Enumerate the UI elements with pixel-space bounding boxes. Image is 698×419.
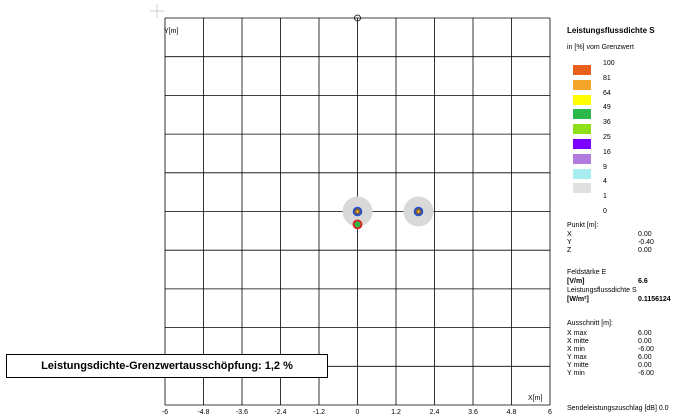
- legend-level-label: 81: [603, 74, 611, 82]
- legend-swatch: [573, 153, 591, 164]
- value-row-value: 0.00: [638, 231, 652, 238]
- value-row-label: Y min: [567, 370, 585, 377]
- value-row: Y mitte 0.00: [567, 362, 652, 370]
- legend-swatch: [573, 183, 591, 194]
- antenna-center: [356, 210, 359, 213]
- legend-title: Leistungsflussdichte S: [567, 26, 655, 35]
- value-row: Y -0.40: [567, 239, 654, 247]
- value-row-value: 6.00: [638, 330, 652, 337]
- value-row-label: X: [567, 231, 572, 238]
- x-tick-label: 4.8: [507, 409, 517, 416]
- value-row-value: -6.00: [638, 370, 654, 377]
- legend-swatch: [573, 109, 591, 120]
- value-row-label: Y max: [567, 354, 587, 361]
- field-strength-unit: [V/m]: [567, 278, 585, 285]
- x-tick-label: -3.6: [236, 409, 248, 416]
- legend-swatch: [573, 124, 591, 135]
- value-row: X min -6.00: [567, 346, 654, 354]
- value-row-label: X mitte: [567, 338, 589, 345]
- value-row: X mitte 0.00: [567, 338, 652, 346]
- selected-point-marker[interactable]: [352, 219, 363, 230]
- antenna-center: [417, 210, 420, 213]
- x-tick-label: 1.2: [391, 409, 401, 416]
- top-axis-marker: [354, 14, 361, 22]
- legend-subtitle: in [%] vom Grenzwert: [567, 44, 634, 51]
- legend-level-label: 49: [603, 104, 611, 112]
- field-strength-value: 6.6: [638, 278, 648, 285]
- value-row-label: Z: [567, 247, 572, 254]
- x-tick-label: -2.4: [274, 409, 286, 416]
- value-row-label: X max: [567, 330, 587, 337]
- field-strength-label: Feldstärke E: [567, 269, 607, 276]
- legend-level-label: 25: [603, 134, 611, 141]
- value-row-value: -0.40: [638, 239, 654, 246]
- x-tick-label: 2.4: [430, 409, 440, 416]
- value-row: X max 6.00: [567, 330, 652, 338]
- x-axis-label: X[m]: [528, 395, 542, 402]
- legend-swatch: [573, 139, 591, 149]
- x-tick-label: -1.2: [313, 409, 325, 416]
- legend-swatch: [573, 94, 591, 105]
- value-row-value: 0.00: [638, 338, 652, 345]
- power-density-value: 0.1156124: [638, 296, 671, 303]
- legend-swatch: [573, 79, 591, 90]
- value-row: Z 0.00: [567, 247, 652, 255]
- value-row: Y min -6.00: [567, 370, 654, 378]
- value-row-value: 0.00: [638, 362, 652, 369]
- field-strength-row: [V/m] 6.6: [567, 278, 648, 286]
- value-row-value: -6.00: [638, 346, 654, 353]
- crosshair-cursor-icon: [150, 4, 164, 18]
- x-tick-label: 6: [548, 409, 552, 416]
- value-row: X 0.00: [567, 231, 652, 239]
- plot-grid: [164, 17, 551, 406]
- legend-swatch: [573, 65, 591, 75]
- x-tick-labels: -6 -4.8 -3.6 -2.4 -1.2 0 1.2 2.4 3.6 4.8 6: [162, 409, 552, 416]
- result-banner: Leistungsdichte-Grenzwertausschöpfung: 1…: [6, 354, 328, 378]
- legend-level-label: 64: [603, 89, 611, 97]
- value-row-label: Y: [567, 239, 572, 246]
- legend-level-label: 1: [603, 193, 607, 201]
- cutout-heading: Ausschnitt [m]:: [567, 320, 613, 327]
- value-row-value: 0.00: [638, 247, 652, 254]
- point-heading: Punkt [m]:: [567, 222, 599, 229]
- x-tick-label: 0: [356, 409, 360, 416]
- legend-swatch: [573, 168, 591, 179]
- power-density-row: [W/m²] 0.1156124: [567, 296, 671, 304]
- legend-level-label: 16: [603, 148, 611, 156]
- power-density-label: Leistungsflussdichte S: [567, 287, 637, 294]
- legend-panel: Leistungsflussdichte S in [%] vom Grenzw…: [567, 0, 698, 419]
- value-row-label: Y mitte: [567, 362, 589, 369]
- y-axis-label: Y[m]: [164, 28, 178, 35]
- transmit-power-footer: Sendeleistungszuschlag [dB] 0.0: [567, 405, 669, 412]
- legend-level-label: 36: [603, 119, 611, 127]
- field-plot[interactable]: Y[m] X[m] -6 -4.8 -3.6 -2.4 -1.2 0 1.2 2.4 3.6 4.…: [0, 0, 567, 419]
- value-row-value: 6.00: [638, 354, 652, 361]
- legend-level-label: 0: [603, 208, 607, 215]
- power-density-unit: [W/m²]: [567, 296, 589, 303]
- legend-level-label: 4: [603, 178, 607, 186]
- x-tick-label: 3.6: [468, 409, 478, 416]
- legend-level-label: 100: [603, 60, 615, 67]
- value-row-label: X min: [567, 346, 585, 353]
- value-row: Y max 6.00: [567, 354, 652, 362]
- plot-sources: [342, 14, 434, 230]
- x-tick-label: -4.8: [197, 409, 209, 416]
- x-tick-label: -6: [162, 409, 168, 416]
- legend-level-label: 9: [603, 163, 607, 171]
